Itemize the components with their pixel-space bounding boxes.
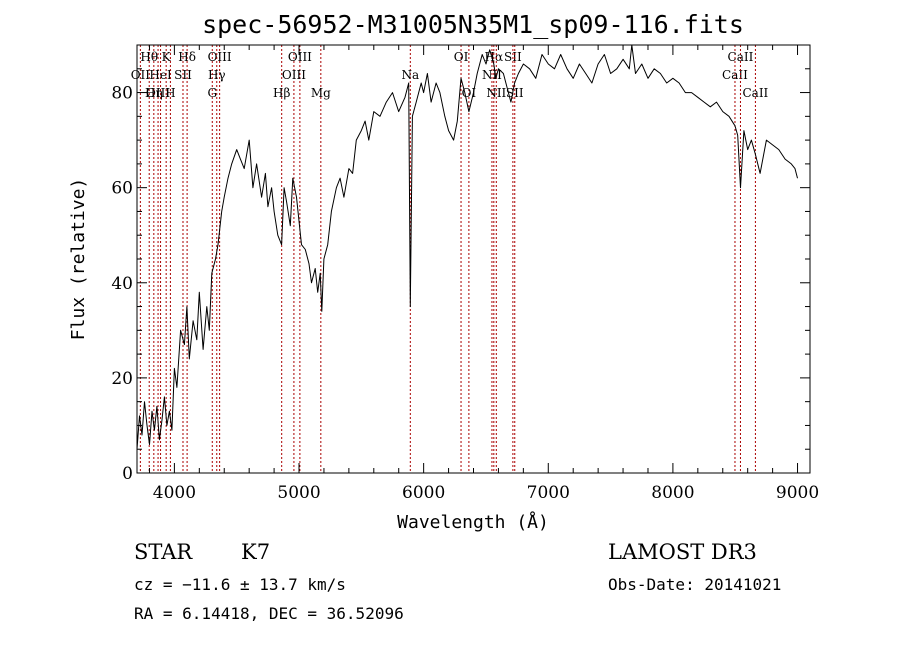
y-axis-label: Flux (relative) bbox=[68, 178, 89, 341]
coordinates: RA = 6.14418, DEC = 36.52096 bbox=[134, 604, 404, 623]
line-label: CaII bbox=[722, 68, 748, 82]
line-label: G bbox=[207, 86, 217, 100]
line-label: Hη bbox=[145, 86, 163, 100]
line-label: HeI bbox=[149, 68, 172, 82]
redshift-velocity: cz = −11.6 ± 13.7 km/s bbox=[134, 575, 346, 594]
x-tick-label: 4000 bbox=[153, 483, 196, 503]
line-label: SII bbox=[506, 86, 524, 100]
x-tick-label: 8000 bbox=[651, 483, 694, 503]
x-tick-label: 6000 bbox=[402, 483, 445, 503]
x-tick-label: 9000 bbox=[776, 483, 819, 503]
chart-title: spec-56952-M31005N35M1_sp09-116.fits bbox=[202, 10, 744, 39]
line-label: Na bbox=[401, 68, 419, 82]
line-label: CaII bbox=[728, 50, 754, 64]
line-label: OIII bbox=[208, 50, 232, 64]
spectrum-line bbox=[136, 44, 798, 450]
axis-ticks: 4000 5000 6000 7000 8000 9000 0 20 40 60 80 bbox=[111, 45, 819, 503]
x-axis-label: Wavelength (Å) bbox=[397, 511, 549, 533]
line-label: OIII bbox=[146, 86, 170, 100]
line-label: Hβ bbox=[273, 86, 290, 100]
line-label: K bbox=[162, 50, 172, 64]
line-label: CaII bbox=[742, 86, 768, 100]
line-label: OIII bbox=[282, 68, 306, 82]
line-label: Hδ bbox=[178, 50, 196, 64]
y-tick-label: 80 bbox=[111, 84, 133, 104]
line-label: SII bbox=[504, 50, 522, 64]
object-subclass: K7 bbox=[241, 540, 271, 564]
y-tick-label: 40 bbox=[111, 274, 133, 294]
x-tick-label: 7000 bbox=[527, 483, 570, 503]
line-label: OI bbox=[454, 50, 469, 64]
y-tick-label: 0 bbox=[122, 464, 133, 484]
spectrum-series bbox=[136, 44, 798, 450]
survey-name: LAMOST DR3 bbox=[608, 540, 757, 564]
y-tick-label: 60 bbox=[111, 179, 133, 199]
line-label: Mg bbox=[311, 86, 331, 100]
x-tick-label: 5000 bbox=[277, 483, 320, 503]
line-label: Hθ bbox=[140, 50, 158, 64]
line-label: H bbox=[165, 86, 175, 100]
line-label: SII bbox=[174, 68, 192, 82]
line-label: NII bbox=[486, 86, 506, 100]
line-label: OII bbox=[131, 68, 151, 82]
plot-frame bbox=[136, 44, 811, 474]
observation-date: Obs-Date: 20141021 bbox=[608, 575, 782, 594]
object-class: STAR bbox=[134, 540, 193, 564]
y-tick-label: 20 bbox=[111, 369, 133, 389]
line-label: Hγ bbox=[208, 68, 226, 82]
line-label: NII bbox=[482, 68, 502, 82]
line-label: OIII bbox=[288, 50, 312, 64]
